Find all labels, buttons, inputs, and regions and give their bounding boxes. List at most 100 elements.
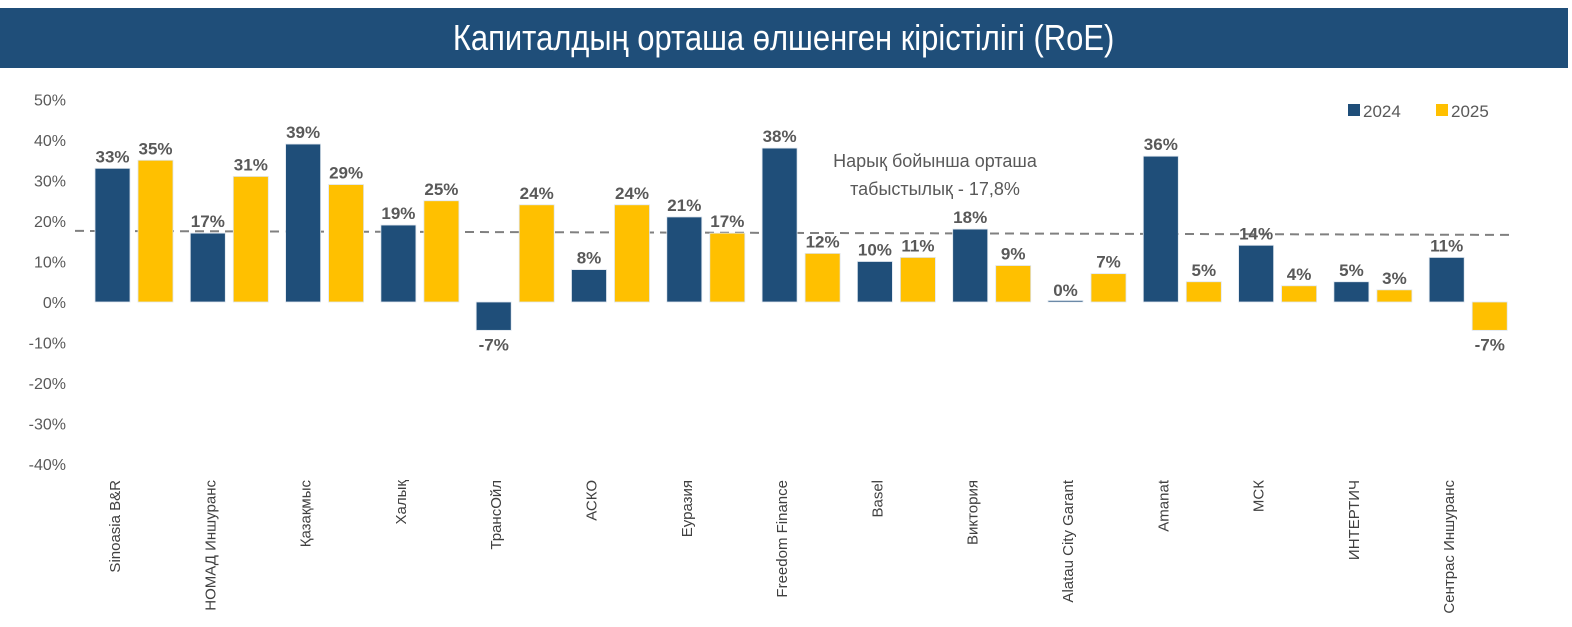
data-label-2025: 9% [1001,245,1026,264]
bars [94,143,1508,331]
category-label: Basel [869,480,886,518]
data-label-2025: 31% [234,155,268,174]
bar-2025 [1376,289,1413,303]
data-label-2025: -7% [1475,335,1505,354]
bar-2025 [900,257,936,303]
category-label: Виктория [965,480,982,545]
data-label-2025: 5% [1192,261,1217,280]
data-label-2025: 11% [901,236,934,255]
data-label-2024: 33% [95,147,129,166]
data-label-2024: 18% [953,208,987,227]
data-label-2024: -7% [479,335,509,354]
annotation-line: табыстылық - 17,8% [850,179,1020,199]
category-label: Сентрас Иншуранс [1441,480,1458,614]
legend-swatch-2024 [1348,104,1360,116]
y-tick-label: 50% [34,93,66,110]
bar-2024 [1238,244,1274,303]
bar-2025 [1471,301,1508,331]
data-label-2025: 3% [1382,269,1407,288]
bar-2025 [328,184,365,303]
category-label: Amanat [1155,479,1172,532]
data-label-2025: 35% [138,139,172,158]
data-label-2024: 11% [1430,236,1463,255]
bar-2024 [1047,300,1084,303]
bar-2025 [423,200,460,303]
y-tick-label: 20% [34,214,66,231]
category-label: НОМАД Иншуранс [202,480,219,611]
legend-swatch-2025 [1436,104,1448,116]
data-label-2024: 36% [1144,135,1178,154]
bar-2024 [761,147,798,303]
bar-2024 [380,224,417,303]
category-label: Еуразия [679,480,696,537]
data-label-2025: 7% [1096,253,1121,272]
data-label-2025: 25% [424,180,458,199]
y-tick-label: 10% [34,255,66,272]
y-tick-label: -10% [29,336,66,353]
data-label-2024: 39% [286,123,320,142]
bar-2025 [232,176,269,303]
data-label-2024: 0% [1053,281,1078,300]
legend-label-2024: 2024 [1363,102,1401,121]
bar-2025 [137,159,174,303]
bar-2025 [518,204,555,303]
bar-2024 [571,269,607,303]
bar-2025 [1281,285,1317,303]
bar-2024 [952,228,989,303]
x-axis: Sinoasia B&R НОМАД Иншуранс Қазақмыс Халық Т… [107,479,1458,613]
data-label-2024: 14% [1239,224,1273,243]
y-tick-label: -40% [29,457,66,474]
data-label-2024: 21% [667,196,701,215]
chart-title-bar: Капиталдың орташа өлшенген кірістілігі (… [0,8,1568,68]
legend: 2024 2025 [1348,102,1489,121]
bar-2024 [285,143,322,303]
data-label-2024: 19% [381,204,415,223]
bar-2025 [804,252,841,303]
bar-2024 [94,167,131,303]
data-label-2025: 17% [710,212,744,231]
category-label: Freedom Finance [774,480,791,598]
data-label-2025: 29% [329,164,363,183]
y-tick-label: 40% [34,133,66,150]
data-label-2025: 12% [806,232,840,251]
bar-2024 [857,261,893,303]
data-label-2024: 5% [1339,261,1364,280]
data-label-2024: 8% [577,249,602,268]
data-label-2024: 10% [858,241,892,260]
bar-2024 [1333,281,1370,303]
data-label-2024: 38% [763,127,797,146]
data-label-2025: 24% [615,184,649,203]
bar-2024 [666,216,703,303]
data-label-2025: 24% [520,184,554,203]
bar-2025 [614,204,650,303]
bar-2025 [1185,281,1222,303]
bar-2024 [1428,257,1465,303]
annotation-line: Нарық бойынша орташа [833,151,1038,171]
y-tick-label: 30% [34,174,66,191]
bar-2025 [709,232,746,303]
data-labels: 33% 35% 17% 31% 39% 29% 19% 25% -7% 24% 8% 24% 21% 17… [95,123,1504,354]
bar-2024 [189,232,226,303]
category-label: ТрансОйл [488,480,505,550]
category-label: Alatau City Garant [1060,479,1077,602]
y-tick-label: 0% [43,295,66,312]
bar-2025 [995,265,1032,303]
category-label: Қазақмыс [298,480,315,548]
category-label: ИНТЕРТИЧ [1346,480,1363,560]
category-label: МСК [1251,480,1268,512]
bar-2025 [1090,273,1127,303]
data-label-2025: 4% [1287,265,1312,284]
chart-title: Капиталдың орташа өлшенген кірістілігі (… [453,17,1115,58]
y-tick-label: -20% [29,376,66,393]
legend-label-2025: 2025 [1451,102,1489,121]
y-axis: 50% 40% 30% 20% 10% 0% -10% -20% -30% -40% [29,93,66,475]
bar-2024 [475,301,512,331]
bar-2024 [1142,155,1179,303]
category-label: Sinoasia B&R [107,480,124,573]
market-average-annotation: Нарық бойынша орташа табыстылық - 17,8% [833,151,1038,199]
category-label: Халық [393,480,410,525]
data-label-2024: 17% [191,212,225,231]
category-label: АСКО [584,480,601,521]
y-tick-label: -30% [29,417,66,434]
